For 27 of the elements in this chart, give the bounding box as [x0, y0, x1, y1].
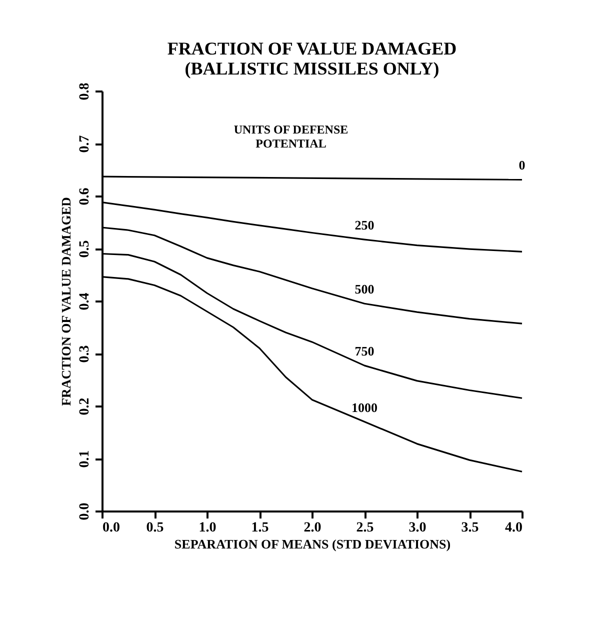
x-tick-label: 3.0 [408, 520, 426, 536]
y-axis-title: FRACTION OF VALUE DAMAGED [58, 197, 74, 406]
x-tick-label: 2.0 [304, 520, 322, 536]
y-tick-label: 0.7 [78, 135, 92, 153]
y-tick-label: 0.5 [78, 240, 92, 258]
x-tick-label: 4.0 [505, 520, 522, 536]
x-axis-title: SEPARATION OF MEANS (STD DEVIATIONS) [174, 536, 451, 552]
x-tick-label: 0.5 [146, 520, 164, 536]
x-tick-label: 2.5 [356, 520, 374, 536]
y-tick-label: 0.2 [78, 398, 92, 416]
x-tick-label: 1.5 [251, 520, 269, 536]
chart-title: FRACTION OF VALUE DAMAGED (BALLISTIC MISSILES ONLY) [167, 38, 457, 78]
y-tick-label: 0.4 [78, 292, 92, 310]
legend-title: UNITS OF DEFENSE POTENTIAL [234, 122, 348, 151]
x-tick-label: 0.0 [102, 520, 120, 536]
y-tick-label: 0.3 [78, 345, 92, 363]
y-tick-label: 0.1 [78, 450, 92, 468]
y-tick-label: 0.0 [78, 502, 92, 520]
series-label: 500 [354, 282, 374, 297]
y-tick-label: 0.8 [78, 82, 92, 100]
x-tick-label: 3.5 [461, 520, 479, 536]
y-tick-label: 0.6 [78, 188, 92, 206]
series-label: 1000 [352, 400, 378, 415]
series-label: 750 [354, 344, 374, 359]
x-tick-label: 1.0 [198, 520, 216, 536]
series-label: 0 [518, 158, 526, 173]
series-label: 250 [354, 218, 374, 233]
